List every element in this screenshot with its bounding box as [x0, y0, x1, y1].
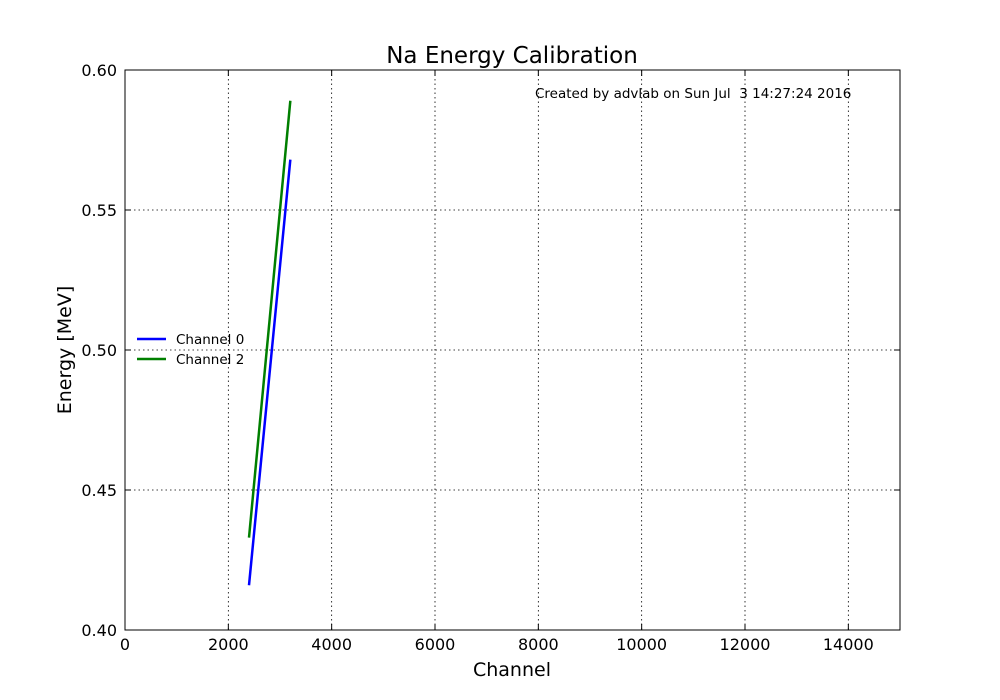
y-tick-label: 0.40 — [81, 621, 117, 640]
x-tick-label: 0 — [120, 635, 130, 654]
ticks: 0 2000 4000 6000 8000 10000 12000 14000 0.40 0.45… — [81, 61, 900, 654]
y-tick-label: 0.60 — [81, 61, 117, 80]
x-tick-label: 14000 — [823, 635, 874, 654]
y-tick-label: 0.50 — [81, 341, 117, 360]
series-line — [247, 100, 292, 538]
legend-label: Channel 2 — [176, 352, 244, 368]
x-tick-label: 4000 — [311, 635, 352, 654]
x-tick-label: 6000 — [415, 635, 456, 654]
series-group — [247, 100, 292, 586]
x-tick-label: 12000 — [720, 635, 771, 654]
x-axis-label: Channel — [473, 659, 551, 681]
y-tick-label: 0.45 — [81, 481, 117, 500]
x-tick-label: 2000 — [208, 635, 249, 654]
x-tick-label: 10000 — [616, 635, 667, 654]
x-tick-label: 8000 — [518, 635, 559, 654]
y-axis-label: Energy [MeV] — [54, 286, 76, 414]
series-line — [247, 159, 292, 586]
legend-label: Channel 0 — [176, 332, 244, 348]
chart-title: Na Energy Calibration — [386, 43, 638, 69]
grid — [125, 70, 900, 630]
legend: Channel 0 Channel 2 — [137, 332, 244, 368]
chart-annotation: Created by advlab on Sun Jul 3 14:27:24 … — [535, 86, 851, 102]
y-tick-label: 0.55 — [81, 201, 117, 220]
